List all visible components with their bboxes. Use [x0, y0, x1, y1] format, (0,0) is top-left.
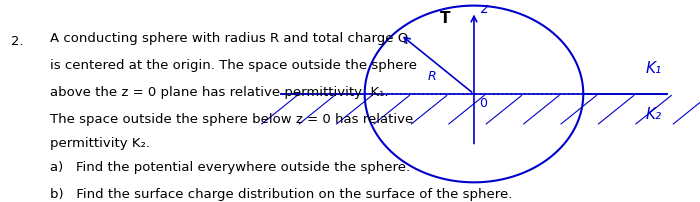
Text: T: T: [440, 11, 450, 26]
Text: 2.: 2.: [11, 35, 24, 48]
Text: above the z = 0 plane has relative permittivity  K₁.: above the z = 0 plane has relative permi…: [50, 86, 388, 99]
Text: z: z: [480, 2, 488, 16]
Text: K₂: K₂: [646, 106, 662, 121]
Text: is centered at the origin. The space outside the sphere: is centered at the origin. The space out…: [50, 59, 416, 72]
Text: b)   Find the surface charge distribution on the surface of the sphere.: b) Find the surface charge distribution …: [50, 187, 512, 200]
Text: A conducting sphere with radius R and total charge Q: A conducting sphere with radius R and to…: [50, 32, 408, 45]
Text: R: R: [428, 70, 437, 83]
Text: permittivity K₂.: permittivity K₂.: [50, 136, 150, 149]
Text: The space outside the sphere below z = 0 has relative: The space outside the sphere below z = 0…: [50, 112, 413, 125]
Text: 0: 0: [480, 97, 488, 110]
Text: K₁: K₁: [646, 60, 662, 75]
Text: a)   Find the potential everywhere outside the sphere.: a) Find the potential everywhere outside…: [50, 160, 410, 173]
